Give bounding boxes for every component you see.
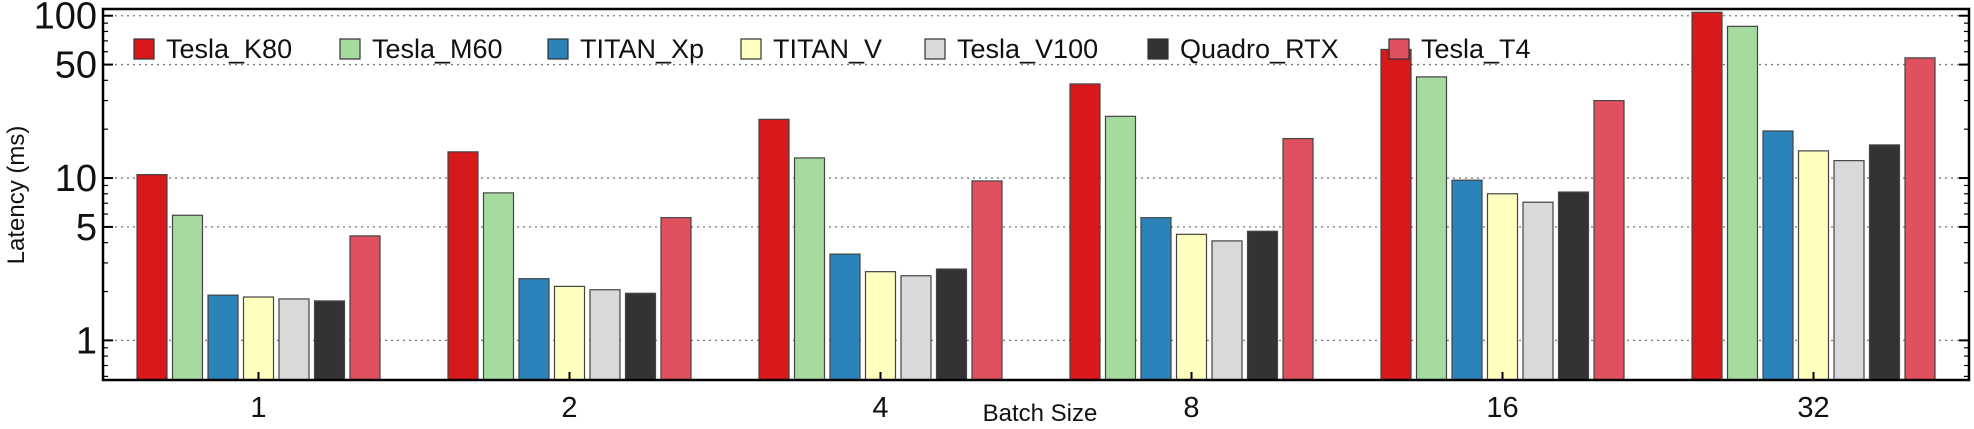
- bar-tesla-t4-batch-32: [1904, 57, 1936, 381]
- legend-label: Tesla_T4: [1421, 34, 1531, 64]
- bar-tesla-m60-batch-1: [171, 214, 204, 381]
- bar-tesla-v100-batch-16: [1522, 201, 1554, 381]
- bar-titan-v-batch-32: [1797, 150, 1830, 381]
- bar-tesla-v100-batch-4: [900, 275, 932, 381]
- bar-tesla-m60-batch-16: [1415, 76, 1448, 381]
- bar-titan-xp-batch-1: [207, 294, 239, 381]
- bar-quadro-rtx-batch-16: [1557, 191, 1590, 381]
- bar-titan-v-batch-1: [242, 296, 275, 381]
- bar-titan-v-batch-8: [1175, 233, 1208, 381]
- bar-quadro-rtx-batch-2: [624, 292, 657, 381]
- bar-titan-xp-batch-4: [829, 253, 861, 381]
- legend-swatch: [339, 38, 361, 60]
- bar-tesla-k80-batch-32: [1691, 11, 1723, 381]
- bar-tesla-k80-batch-1: [136, 174, 168, 381]
- legend-swatch: [924, 38, 946, 60]
- bar-quadro-rtx-batch-32: [1868, 144, 1901, 381]
- bar-tesla-t4-batch-4: [971, 180, 1003, 381]
- y-tick-label: 1: [76, 320, 97, 362]
- y-tick-label: 50: [55, 45, 97, 87]
- y-axis-title: Latency (ms): [3, 126, 30, 265]
- legend-swatch: [740, 38, 762, 60]
- legend-swatch: [133, 38, 155, 60]
- bar-titan-xp-batch-2: [518, 278, 550, 381]
- x-axis-title: Batch Size: [983, 400, 1098, 427]
- bar-tesla-k80-batch-2: [447, 151, 479, 381]
- x-tick-label: 1: [250, 392, 266, 424]
- bar-tesla-v100-batch-32: [1833, 160, 1865, 381]
- bar-titan-xp-batch-32: [1762, 130, 1794, 381]
- x-tick-label: 8: [1183, 392, 1199, 424]
- bar-titan-xp-batch-16: [1451, 179, 1483, 381]
- bar-tesla-k80-batch-16: [1380, 48, 1412, 381]
- bar-tesla-t4-batch-8: [1282, 137, 1314, 381]
- bar-tesla-m60-batch-8: [1104, 115, 1137, 381]
- x-tick-label: 16: [1486, 392, 1518, 424]
- bar-tesla-v100-batch-2: [589, 289, 621, 381]
- bar-tesla-t4-batch-16: [1593, 99, 1625, 381]
- bar-titan-v-batch-16: [1486, 193, 1519, 381]
- bar-titan-v-batch-2: [553, 285, 586, 381]
- legend-label: Tesla_K80: [166, 34, 292, 64]
- legend-swatch: [1388, 38, 1410, 60]
- bar-quadro-rtx-batch-8: [1246, 230, 1279, 381]
- grid-lines: [103, 15, 1969, 342]
- y-tick-label: 5: [76, 207, 97, 249]
- bar-tesla-t4-batch-2: [660, 217, 692, 381]
- bar-tesla-t4-batch-1: [349, 235, 381, 381]
- legend-label: TITAN_V: [773, 34, 882, 64]
- bar-quadro-rtx-batch-1: [313, 300, 346, 381]
- y-tick-label: 100: [34, 0, 97, 38]
- bar-tesla-m60-batch-2: [482, 192, 515, 381]
- legend-label: Tesla_M60: [372, 34, 503, 64]
- bar-tesla-v100-batch-1: [278, 298, 310, 381]
- legend-swatch: [547, 38, 569, 60]
- bar-tesla-m60-batch-4: [793, 157, 826, 381]
- bar-tesla-k80-batch-4: [758, 118, 790, 381]
- legend-label: Quadro_RTX: [1180, 34, 1339, 64]
- plot-area-frame: [101, 7, 1971, 382]
- legend-label: TITAN_Xp: [580, 34, 704, 64]
- legend-label: Tesla_V100: [957, 34, 1098, 64]
- axis-ticks: 1 5 10 50 100 1 2 4 8 16 32: [34, 0, 1969, 424]
- x-tick-label: 2: [561, 392, 577, 424]
- bar-quadro-rtx-batch-4: [935, 268, 968, 381]
- x-tick-label: 4: [872, 392, 888, 424]
- x-tick-label: 32: [1797, 392, 1829, 424]
- bar-titan-v-batch-4: [864, 271, 897, 381]
- bars: [136, 11, 1936, 381]
- legend-swatch: [1147, 38, 1169, 60]
- bar-tesla-m60-batch-32: [1726, 25, 1759, 381]
- bar-tesla-v100-batch-8: [1211, 240, 1243, 381]
- bar-tesla-k80-batch-8: [1069, 83, 1101, 381]
- legend: Tesla_K80 Tesla_M60 TITAN_Xp TITAN_V Tesla_V…: [133, 34, 1531, 64]
- y-tick-label: 10: [55, 158, 97, 200]
- bar-titan-xp-batch-8: [1140, 217, 1172, 381]
